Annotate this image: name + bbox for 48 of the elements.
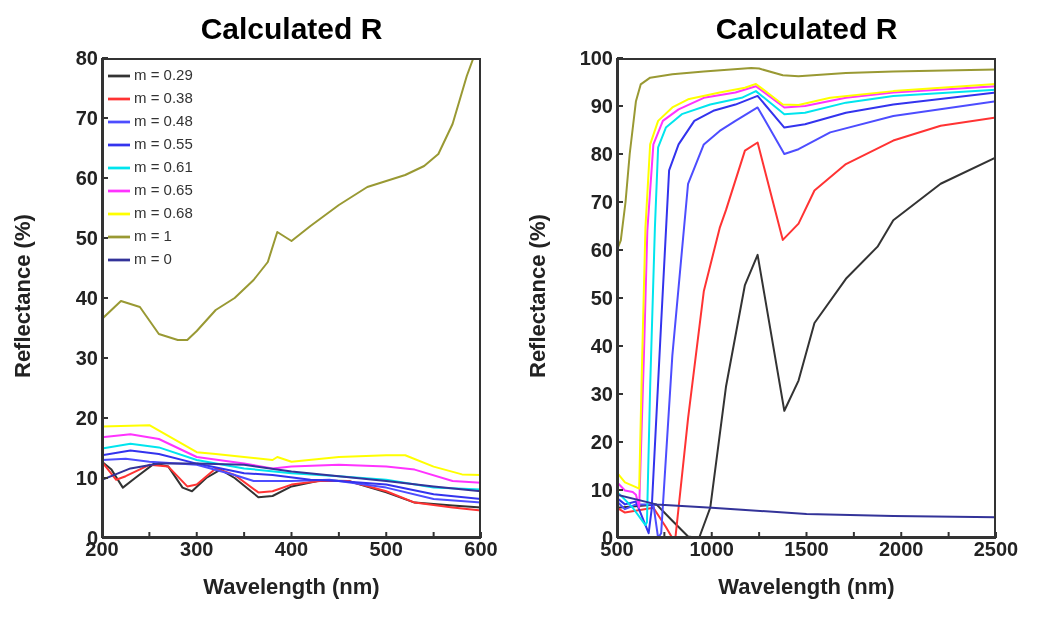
x-tick-label: 300 bbox=[180, 538, 214, 561]
y-tick-label: 70 bbox=[75, 107, 98, 130]
y-tick-label: 80 bbox=[590, 143, 613, 166]
legend-label: m = 1 bbox=[134, 227, 172, 245]
y-tick-label: 10 bbox=[75, 467, 98, 490]
x-axis-title: Wavelength (nm) bbox=[203, 574, 380, 599]
line-series bbox=[102, 424, 481, 476]
legend-label: m = 0 bbox=[134, 250, 172, 268]
y-tick-label: 60 bbox=[590, 239, 613, 262]
legend-label: m = 0.65 bbox=[134, 181, 193, 199]
y-tick-label: 90 bbox=[590, 95, 613, 118]
y-tick-label: 100 bbox=[579, 47, 613, 70]
x-tick-label: 2500 bbox=[973, 538, 1019, 561]
y-tick-label: 80 bbox=[75, 47, 98, 70]
x-tick-label: 400 bbox=[274, 538, 309, 561]
legend-label: m = 0.61 bbox=[134, 158, 193, 176]
x-tick-label: 1500 bbox=[784, 538, 829, 561]
legend-label: m = 0.38 bbox=[134, 89, 193, 107]
y-tick-label: 30 bbox=[75, 347, 98, 370]
y-tick-label: 70 bbox=[590, 191, 613, 214]
legend-label: m = 0.68 bbox=[134, 204, 193, 222]
line-series bbox=[102, 433, 481, 484]
y-axis-title: Reflectance (%) bbox=[524, 214, 550, 378]
line-series bbox=[102, 449, 481, 500]
x-axis-title: Wavelength (nm) bbox=[718, 574, 895, 599]
legend-label: m = 0.29 bbox=[134, 66, 193, 83]
y-tick-label: 10 bbox=[590, 479, 613, 502]
x-tick-label: 2000 bbox=[879, 538, 924, 561]
chart-title: Calculated R bbox=[714, 12, 899, 46]
legend-label: m = 0.55 bbox=[134, 135, 193, 153]
line-series bbox=[617, 493, 996, 519]
legend-label: m = 0.48 bbox=[134, 112, 193, 130]
x-tick-label: 1000 bbox=[689, 538, 734, 561]
x-tick-label: 500 bbox=[369, 538, 403, 561]
y-axis-title: Reflectance (%) bbox=[9, 214, 35, 378]
line-series bbox=[102, 442, 481, 491]
y-tick-label: 40 bbox=[590, 335, 613, 358]
line-series bbox=[102, 58, 475, 341]
y-tick-label: 20 bbox=[75, 407, 98, 430]
y-tick-label: 20 bbox=[590, 431, 613, 454]
y-tick-label: 60 bbox=[75, 167, 98, 190]
x-tick-label: 600 bbox=[464, 538, 498, 561]
y-tick-label: 50 bbox=[75, 227, 98, 250]
y-tick-label: 30 bbox=[590, 383, 613, 406]
y-tick-label: 40 bbox=[75, 287, 98, 310]
chart-title: Calculated R bbox=[199, 12, 384, 46]
line-series bbox=[102, 462, 481, 493]
y-tick-label: 50 bbox=[590, 287, 613, 310]
